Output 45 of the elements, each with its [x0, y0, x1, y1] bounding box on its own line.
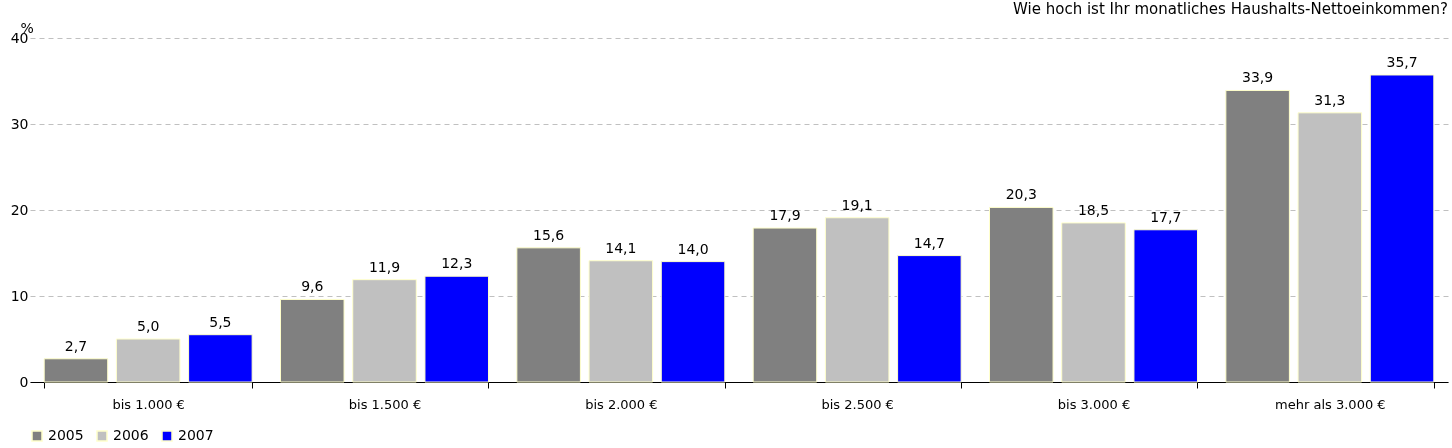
data-label: 35,7 — [1386, 53, 1418, 70]
bar — [752, 227, 818, 383]
bar — [280, 298, 345, 383]
bar — [1369, 74, 1435, 383]
x-tick-label: bis 1.000 € — [112, 396, 185, 412]
bar — [516, 247, 581, 383]
data-label: 31,3 — [1314, 91, 1346, 108]
x-tick-label: bis 2.500 € — [821, 396, 894, 412]
data-label: 19,1 — [841, 196, 873, 213]
data-label: 18,5 — [1077, 201, 1110, 218]
data-label: 17,7 — [1150, 208, 1182, 225]
bar — [897, 255, 962, 383]
data-label: 14,1 — [605, 239, 637, 256]
bar — [989, 206, 1054, 383]
bar — [188, 334, 253, 383]
y-tick-label: 20 — [10, 201, 29, 218]
bar — [1225, 89, 1290, 383]
data-label: 9,6 — [301, 278, 324, 295]
chart-title: Wie hoch ist Ihr monatliches Haushalts-Nettoeinkommen? — [1013, 0, 1448, 18]
legend-label: 2006 — [113, 427, 149, 443]
data-label: 5,0 — [137, 318, 160, 334]
data-label: 20,3 — [1005, 186, 1037, 203]
data-label: 14,0 — [677, 240, 709, 257]
x-tick-label: bis 3.000 € — [1057, 396, 1131, 412]
data-label: 5,5 — [209, 313, 232, 330]
x-tick-label: bis 1.500 € — [348, 396, 422, 412]
data-label: 33,9 — [1242, 69, 1274, 86]
y-tick-label: 0 — [19, 373, 29, 390]
data-label: 2,7 — [64, 337, 88, 354]
bar — [424, 275, 489, 383]
legend-label: 2005 — [48, 427, 84, 443]
bar — [43, 358, 109, 383]
bar — [660, 261, 726, 383]
data-label: 15,6 — [533, 226, 565, 243]
bar — [1133, 229, 1198, 383]
y-tick-label: 30 — [10, 115, 29, 132]
bar — [115, 338, 181, 383]
x-tick-label: bis 2.000 € — [585, 396, 658, 412]
data-label: 14,7 — [913, 234, 945, 251]
data-label: 11,9 — [368, 258, 401, 275]
data-label: 17,9 — [769, 207, 801, 224]
y-tick-label: 10 — [10, 287, 29, 304]
data-label: 12,3 — [441, 255, 473, 272]
x-tick-label: mehr als 3.000 € — [1275, 396, 1386, 412]
legend-label: 2007 — [178, 427, 214, 443]
